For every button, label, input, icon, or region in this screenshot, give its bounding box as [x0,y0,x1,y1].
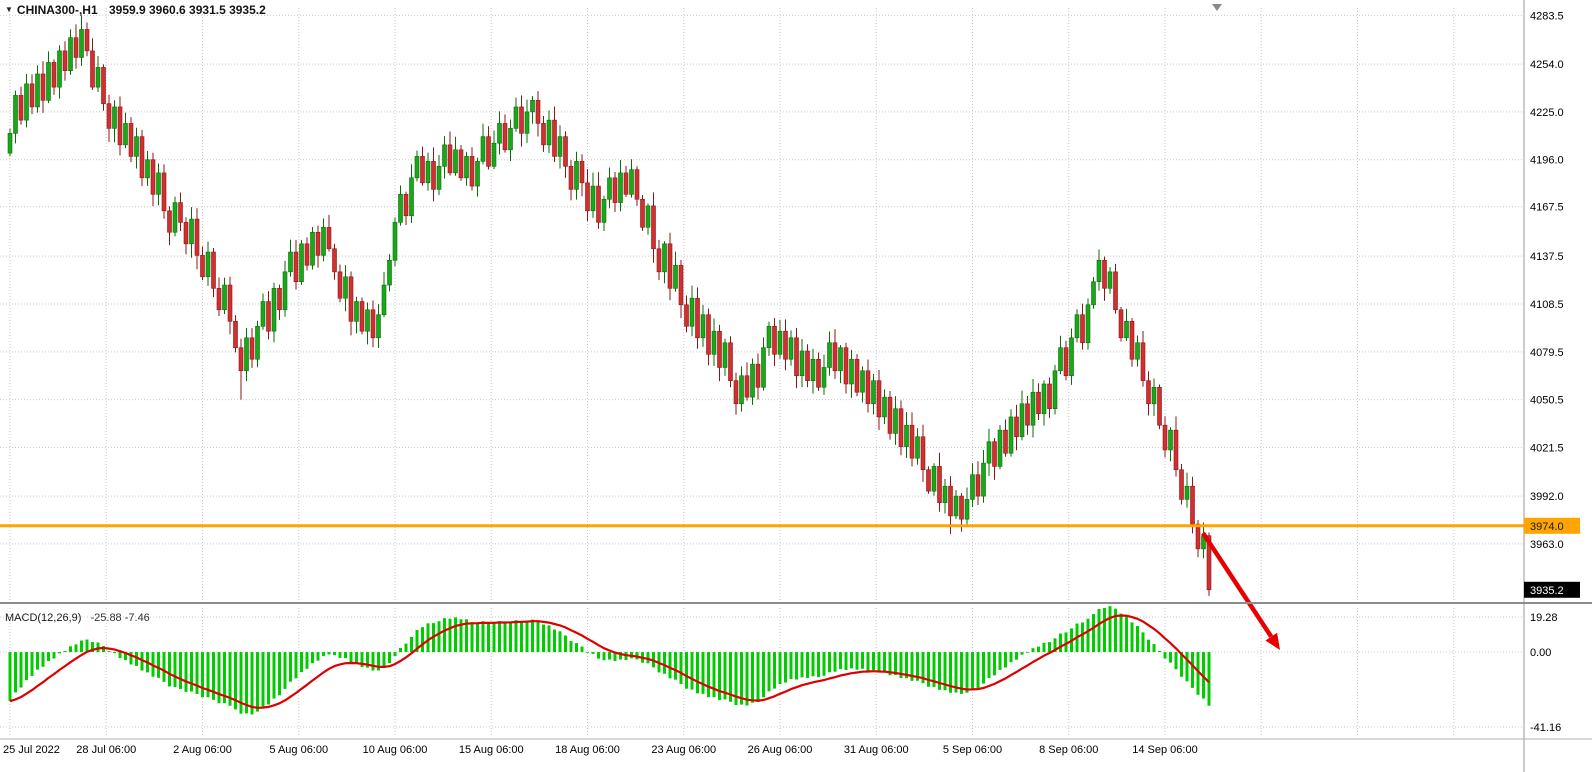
svg-text:4196.0: 4196.0 [1530,155,1564,167]
price-axis[interactable]: 4283.5 4254.0 4225.0 4196.0 4167.5 4137.5 4108… [1523,0,1592,772]
svg-text:4167.5: 4167.5 [1530,202,1564,214]
svg-text:4254.0: 4254.0 [1530,59,1564,71]
svg-text:10 Aug 06:00: 10 Aug 06:00 [363,744,428,756]
svg-text:19.28: 19.28 [1530,612,1558,624]
svg-text:2 Aug 06:00: 2 Aug 06:00 [173,744,232,756]
symbol-timeframe-label: CHINA300-,H1 [16,3,98,17]
svg-text:25 Jul 2022: 25 Jul 2022 [3,744,60,756]
svg-text:14 Sep 06:00: 14 Sep 06:00 [1132,744,1197,756]
svg-text:0.00: 0.00 [1530,647,1551,659]
svg-text:18 Aug 06:00: 18 Aug 06:00 [555,744,620,756]
svg-text:15 Aug 06:00: 15 Aug 06:00 [459,744,524,756]
svg-text:28 Jul 06:00: 28 Jul 06:00 [76,744,136,756]
svg-text:3963.0: 3963.0 [1530,539,1564,551]
macd-values: -25.88 -7.46 [90,612,150,624]
symbol-dropdown-icon[interactable]: ▼ [5,5,13,14]
macd-pane[interactable] [8,606,1211,715]
svg-text:4283.5: 4283.5 [1530,10,1564,22]
chart-objects[interactable] [0,524,1524,650]
svg-text:4225.0: 4225.0 [1530,107,1564,119]
macd-name: MACD(12,26,9) [5,612,82,624]
time-axis[interactable]: 25 Jul 2022 28 Jul 06:00 2 Aug 06:00 5 Aug … [3,744,1198,756]
symbol-ohlc-readout: ▼ CHINA300-,H1 3959.9 3960.6 3931.5 3935.… [5,3,266,17]
macd-indicator-label: MACD(12,26,9) -25.88 -7.46 [5,612,150,624]
svg-text:3992.0: 3992.0 [1530,491,1564,503]
svg-text:4137.5: 4137.5 [1530,251,1564,263]
svg-text:23 Aug 06:00: 23 Aug 06:00 [651,744,716,756]
svg-text:4108.5: 4108.5 [1530,299,1564,311]
chart-shift-marker-icon[interactable] [1212,4,1222,11]
ohlc-values: 3959.9 3960.6 3931.5 3935.2 [108,3,266,17]
svg-text:4079.5: 4079.5 [1530,347,1564,359]
current-price-badge [1524,581,1580,598]
svg-text:8 Sep 06:00: 8 Sep 06:00 [1039,744,1098,756]
svg-text:4050.5: 4050.5 [1530,395,1564,407]
svg-text:-41.16: -41.16 [1530,722,1561,734]
price-pane[interactable] [7,15,1212,596]
svg-text:5 Sep 06:00: 5 Sep 06:00 [943,744,1002,756]
svg-text:31 Aug 06:00: 31 Aug 06:00 [844,744,909,756]
trend-arrow-line[interactable] [1201,531,1274,638]
svg-text:5 Aug 06:00: 5 Aug 06:00 [269,744,328,756]
svg-text:3974.0: 3974.0 [1530,521,1564,533]
svg-text:4021.5: 4021.5 [1530,442,1564,454]
svg-text:26 Aug 06:00: 26 Aug 06:00 [748,744,813,756]
grid-lines [0,8,1524,736]
svg-text:3935.2: 3935.2 [1530,585,1564,597]
trend-arrow-head[interactable] [1265,632,1280,650]
hline-price-badge [1524,517,1580,534]
